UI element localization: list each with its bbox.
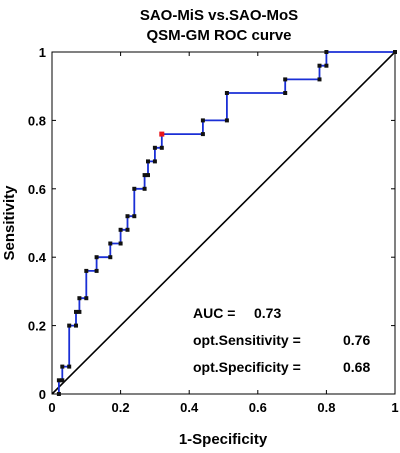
x-axis-label: 1-Specificity: [179, 431, 268, 448]
x-tick-label: 0.6: [249, 400, 267, 415]
roc-point: [146, 159, 150, 164]
roc-point: [146, 173, 150, 178]
roc-point: [324, 63, 329, 68]
roc-point: [60, 364, 65, 369]
roc-point: [118, 227, 123, 232]
roc-point: [108, 241, 113, 246]
roc-point: [94, 255, 99, 260]
roc-point: [56, 378, 61, 383]
auc-value: 0.73: [254, 305, 281, 321]
roc-point: [77, 296, 82, 301]
roc-point: [224, 91, 229, 95]
auc-label: AUC =: [193, 305, 235, 321]
roc-point: [60, 378, 65, 383]
roc-point: [324, 50, 329, 54]
roc-point: [142, 173, 147, 178]
roc-point: [77, 309, 82, 314]
roc-point: [67, 364, 72, 369]
x-tick-label: 0.4: [180, 400, 199, 415]
roc-point: [224, 118, 229, 123]
y-tick-label: 0.4: [28, 250, 47, 265]
opt-sensitivity-value: 0.76: [343, 332, 370, 348]
y-tick-label: 0: [39, 387, 46, 402]
roc-point: [74, 323, 78, 328]
roc-point: [84, 268, 89, 273]
y-tick-label: 0.8: [28, 113, 46, 128]
y-tick-label: 1: [39, 45, 46, 60]
roc-point: [56, 392, 61, 396]
roc-point: [159, 145, 164, 150]
roc-point: [152, 159, 157, 164]
roc-point: [317, 63, 322, 68]
roc-point: [317, 77, 322, 82]
roc-point: [118, 241, 123, 246]
x-tick-label: 0: [48, 400, 55, 415]
roc-point: [74, 309, 78, 314]
roc-point: [132, 186, 137, 191]
roc-point: [125, 227, 130, 232]
chance-diagonal-line: [51, 51, 396, 395]
roc-point: [283, 91, 288, 95]
x-tick-label: 1: [391, 400, 398, 415]
roc-point: [152, 145, 157, 150]
x-tick-label: 0.8: [317, 400, 335, 415]
opt-sensitivity-label: opt.Sensitivity =: [193, 332, 301, 348]
y-axis-ticks: 0 0.2 0.4 0.6 0.8 1: [28, 45, 395, 402]
roc-point: [94, 268, 99, 273]
x-tick-label: 0.2: [112, 400, 130, 415]
roc-point: [142, 186, 147, 191]
roc-point: [84, 296, 89, 301]
roc-point: [200, 132, 205, 137]
roc-point: [132, 214, 137, 219]
roc-curve-markers: [56, 50, 397, 396]
opt-specificity-label: opt.Specificity =: [193, 359, 301, 375]
opt-specificity-value: 0.68: [343, 359, 370, 375]
roc-point: [200, 118, 205, 123]
roc-point: [283, 77, 288, 82]
roc-point: [393, 50, 397, 54]
chart-title-line-2: QSM-GM ROC curve: [146, 27, 291, 44]
chart-title-line-1: SAO-MiS vs.SAO-MoS: [140, 7, 298, 24]
optimal-point-marker: [159, 131, 165, 137]
roc-point: [108, 255, 113, 260]
y-tick-label: 0.2: [28, 319, 46, 334]
roc-point: [67, 323, 72, 328]
y-tick-label: 0.6: [28, 182, 46, 197]
y-axis-label: Sensitivity: [1, 185, 18, 261]
roc-point: [125, 214, 130, 219]
